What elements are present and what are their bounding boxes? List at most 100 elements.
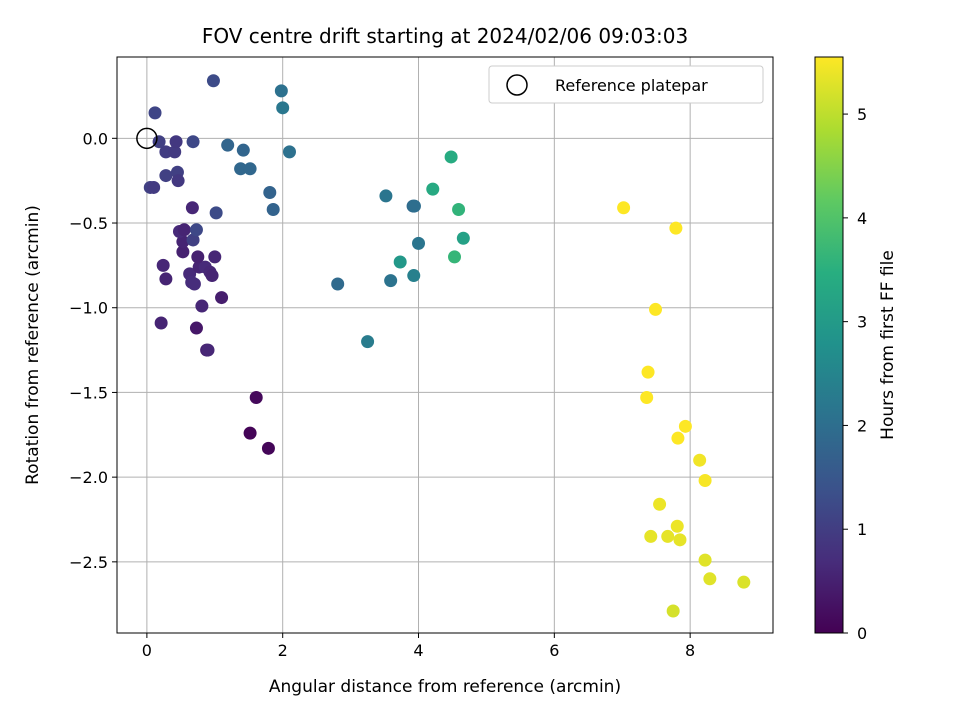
legend-label-reference: Reference platepar xyxy=(555,76,708,95)
y-tick-label: 0.0 xyxy=(83,129,108,148)
data-point xyxy=(698,474,712,488)
data-point xyxy=(221,138,235,152)
colorbar-tick-label: 3 xyxy=(857,313,867,332)
colorbar-ticks: 0 1 2 3 4 5 xyxy=(843,105,867,643)
data-point xyxy=(152,135,166,149)
colorbar-tick-label: 4 xyxy=(857,209,867,228)
x-axis-label: Angular distance from reference (arcmin) xyxy=(269,677,621,697)
data-point xyxy=(412,236,426,250)
data-point xyxy=(191,250,205,264)
x-tick-label: 8 xyxy=(685,641,695,660)
data-point xyxy=(407,199,421,213)
data-point xyxy=(206,74,220,88)
colorbar-gradient xyxy=(814,56,844,634)
data-point xyxy=(266,202,280,216)
chart-title: FOV centre drift starting at 2024/02/06 … xyxy=(202,24,688,48)
data-point xyxy=(274,84,288,98)
colorbar-label: Hours from first FF file xyxy=(878,250,898,440)
x-tick-label: 2 xyxy=(278,641,288,660)
data-point xyxy=(361,335,375,349)
data-point xyxy=(186,233,200,247)
data-point xyxy=(147,180,161,194)
data-point xyxy=(456,231,470,245)
data-point xyxy=(148,106,162,120)
data-point xyxy=(331,277,345,291)
data-point xyxy=(693,453,707,467)
data-point xyxy=(276,101,290,115)
legend-box xyxy=(488,65,764,104)
data-point xyxy=(159,169,173,183)
data-point xyxy=(177,223,191,237)
data-point xyxy=(649,302,663,316)
data-point xyxy=(261,441,275,455)
gridlines xyxy=(117,57,773,633)
colorbar-tick-label: 5 xyxy=(857,105,867,124)
data-point xyxy=(640,391,654,405)
data-point xyxy=(641,365,655,379)
colorbar-tick-label: 2 xyxy=(857,416,867,435)
data-point xyxy=(243,162,257,176)
data-point xyxy=(737,575,751,589)
data-point xyxy=(671,431,685,445)
data-point xyxy=(243,426,257,440)
data-point xyxy=(159,272,173,286)
data-point xyxy=(186,135,200,149)
data-point xyxy=(448,250,462,264)
data-point xyxy=(698,553,712,567)
data-point xyxy=(670,519,684,533)
data-point xyxy=(249,391,263,405)
data-point xyxy=(617,201,631,215)
data-point xyxy=(169,135,183,149)
data-point xyxy=(176,245,190,259)
data-point xyxy=(187,277,201,291)
y-tick-label: −1.5 xyxy=(69,383,108,402)
x-tick-label: 6 xyxy=(549,641,559,660)
y-tick-label: −1.0 xyxy=(69,299,108,318)
colorbar-tick-label: 1 xyxy=(857,520,867,539)
data-point xyxy=(209,206,223,220)
x-tick-label: 0 xyxy=(142,641,152,660)
y-tick-label: −2.5 xyxy=(69,553,108,572)
data-point xyxy=(205,269,219,283)
x-axis-ticks: 0 2 4 6 8 xyxy=(142,633,695,660)
data-point xyxy=(661,529,675,543)
data-point xyxy=(185,201,199,215)
legend-marker-reference xyxy=(506,74,528,96)
data-point xyxy=(189,223,203,237)
data-point xyxy=(154,316,168,330)
data-point xyxy=(673,533,687,547)
plot-frame xyxy=(116,56,774,634)
data-point xyxy=(236,143,250,157)
data-point xyxy=(678,419,692,433)
y-axis-ticks: 0.0 −0.5 −1.0 −1.5 −2.0 −2.5 xyxy=(69,129,117,572)
y-axis-label: Rotation from reference (arcmin) xyxy=(23,205,43,485)
data-point xyxy=(407,269,421,283)
data-point xyxy=(195,299,209,313)
data-point xyxy=(426,182,440,196)
data-point xyxy=(176,235,190,249)
data-point xyxy=(444,150,458,164)
data-point xyxy=(666,604,680,618)
data-point xyxy=(644,529,658,543)
data-point xyxy=(703,572,717,586)
data-point xyxy=(263,186,277,200)
data-point xyxy=(215,291,229,305)
x-tick-label: 4 xyxy=(413,641,423,660)
legend: Reference platepar xyxy=(488,65,764,104)
data-point xyxy=(168,145,182,159)
colorbar-tick-label: 0 xyxy=(857,624,867,643)
data-point xyxy=(379,189,393,203)
data-point xyxy=(384,274,398,288)
reference-platepar-marker xyxy=(136,127,158,150)
data-point xyxy=(653,497,667,511)
y-tick-label: −0.5 xyxy=(69,214,108,233)
data-point xyxy=(208,250,222,264)
y-tick-label: −2.0 xyxy=(69,468,108,487)
data-point xyxy=(201,343,215,357)
data-point xyxy=(452,202,466,216)
colorbar: 0 1 2 3 4 5 Hours from first FF file xyxy=(814,56,898,643)
data-point xyxy=(282,145,296,159)
data-point xyxy=(669,221,683,235)
data-point xyxy=(189,321,203,335)
